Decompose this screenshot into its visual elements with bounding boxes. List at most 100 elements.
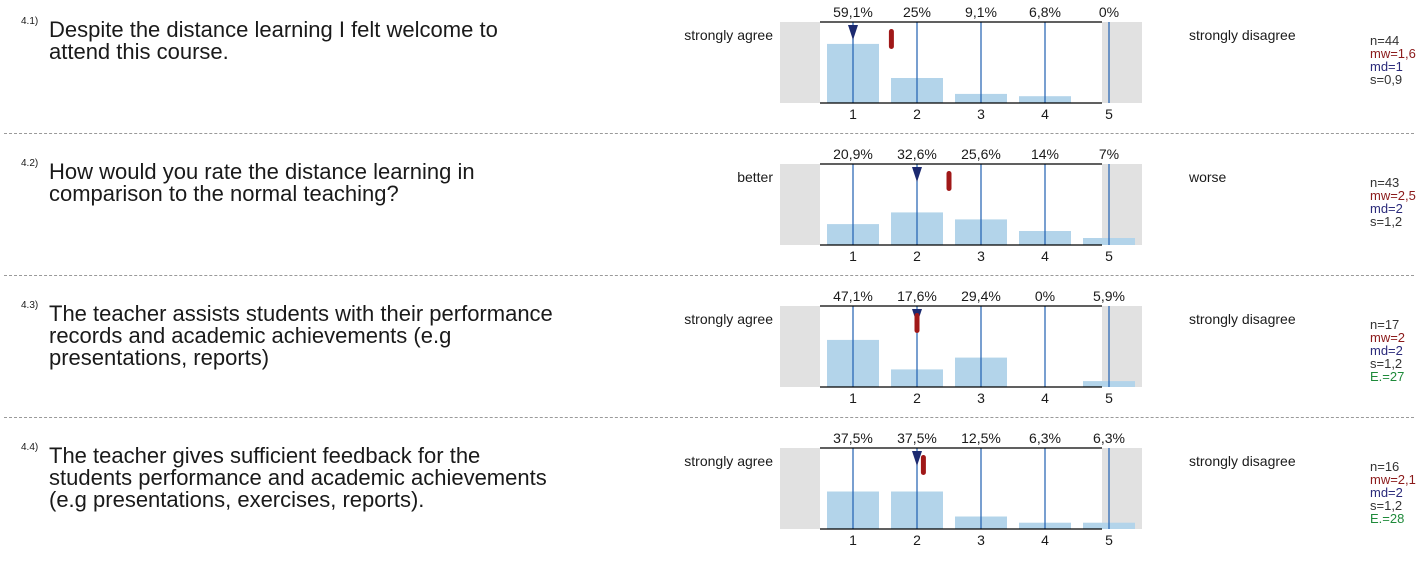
scale-chart: 20,9% 32,6% 25,6% 14% 7% 1 2 3 4 5 [780, 146, 1142, 264]
stat-sd: s=1,2 [1370, 498, 1403, 513]
scale-left-label: strongly agree [684, 27, 773, 43]
stat-mean: mw=1,6 [1370, 46, 1416, 61]
tick-label: 4 [1041, 532, 1049, 548]
stat-sd: s=1,2 [1370, 214, 1403, 229]
scale-right-label: strongly disagree [1189, 27, 1296, 43]
scale-chart: 37,5% 37,5% 12,5% 6,3% 6,3% 1 2 3 4 5 [780, 430, 1142, 548]
tick-label: 4 [1041, 106, 1049, 122]
median-marker [848, 25, 858, 40]
question-line: comparison to the normal teaching? [49, 181, 399, 206]
stats-block: n=16 mw=2,1 md=2 s=1,2 E.=28 [1370, 460, 1416, 525]
percent-label: 32,6% [897, 146, 937, 162]
percent-label: 0% [1099, 4, 1119, 20]
scale-chart: 59,1% 25% 9,1% 6,8% 0% 1 2 3 4 5 [780, 4, 1142, 122]
question-item: 4.3) The teacher assists students with th… [0, 284, 1417, 426]
percent-label: 29,4% [961, 288, 1001, 304]
stat-n: n=17 [1370, 317, 1400, 332]
percent-label: 25,6% [961, 146, 1001, 162]
percent-label: 12,5% [961, 430, 1001, 446]
question-number: 4.1) [21, 16, 39, 27]
question-line: The teacher gives sufficient feedback fo… [49, 443, 481, 468]
tick-label: 5 [1105, 390, 1113, 406]
question-text: The teacher assists students with their … [49, 303, 649, 369]
tick-label: 2 [913, 532, 921, 548]
percent-label: 6,8% [1029, 4, 1061, 20]
percent-label: 6,3% [1029, 430, 1061, 446]
question-line: students performance and academic achiev… [49, 465, 547, 490]
stat-sd: s=1,2 [1370, 356, 1403, 371]
percent-label: 7% [1099, 146, 1119, 162]
median-marker [912, 167, 922, 182]
question-text: The teacher gives sufficient feedback fo… [49, 445, 649, 511]
tick-label: 1 [849, 248, 857, 264]
percent-label: 37,5% [833, 430, 873, 446]
mean-marker [946, 171, 952, 191]
question-line: Despite the distance learning I felt wel… [49, 17, 498, 42]
stat-mean: mw=2,1 [1370, 472, 1416, 487]
scale-right-label: worse [1189, 169, 1227, 185]
left-side-box [780, 22, 820, 103]
left-side-box [780, 306, 820, 387]
tick-label: 3 [977, 106, 985, 122]
scale-chart: 47,1% 17,6% 29,4% 0% 5,9% 1 2 3 4 5 [780, 288, 1142, 406]
tick-label: 2 [913, 106, 921, 122]
section-divider [4, 275, 1414, 276]
question-number: 4.4) [21, 442, 39, 453]
stat-sd: s=0,9 [1370, 72, 1403, 87]
stat-abstentions: E.=27 [1370, 369, 1405, 384]
right-side-box [1102, 164, 1142, 245]
percent-label: 9,1% [965, 4, 997, 20]
tick-label: 5 [1105, 532, 1113, 548]
percent-label: 0% [1035, 288, 1055, 304]
scale-right-label: strongly disagree [1189, 453, 1296, 469]
tick-label: 4 [1041, 390, 1049, 406]
question-line: How would you rate the distance learning… [49, 159, 475, 184]
right-side-box [1102, 306, 1142, 387]
tick-label: 3 [977, 390, 985, 406]
question-line: The teacher assists students with their … [49, 301, 553, 326]
question-item: 4.2) How would you rate the distance lear… [0, 142, 1417, 284]
scale-left-label: strongly agree [684, 453, 773, 469]
percent-label: 6,3% [1093, 430, 1125, 446]
tick-label: 1 [849, 532, 857, 548]
stats-block: n=44 mw=1,6 md=1 s=0,9 [1370, 34, 1416, 86]
tick-label: 2 [913, 248, 921, 264]
left-side-box [780, 164, 820, 245]
scale-right-label: strongly disagree [1189, 311, 1296, 327]
percent-label: 25% [903, 4, 931, 20]
percent-label: 14% [1031, 146, 1059, 162]
stat-median: md=2 [1370, 201, 1403, 216]
median-marker [912, 451, 922, 466]
tick-label: 4 [1041, 248, 1049, 264]
percent-label: 37,5% [897, 430, 937, 446]
stat-median: md=1 [1370, 59, 1403, 74]
tick-label: 1 [849, 390, 857, 406]
mean-marker [920, 455, 926, 475]
percent-label: 47,1% [833, 288, 873, 304]
stat-mean: mw=2,5 [1370, 188, 1416, 203]
question-text: Despite the distance learning I felt wel… [49, 19, 649, 63]
percent-label: 59,1% [833, 4, 873, 20]
stat-mean: mw=2 [1370, 330, 1406, 345]
stat-abstentions: E.=28 [1370, 511, 1405, 526]
right-side-box [1102, 448, 1142, 529]
question-number: 4.2) [21, 158, 39, 169]
scale-left-label: strongly agree [684, 311, 773, 327]
tick-label: 2 [913, 390, 921, 406]
scale-left-label: better [737, 169, 773, 185]
question-line: attend this course. [49, 39, 229, 64]
section-divider [4, 133, 1414, 134]
stats-block: n=43 mw=2,5 md=2 s=1,2 [1370, 176, 1416, 228]
question-text: How would you rate the distance learning… [49, 161, 649, 205]
right-side-box [1102, 22, 1142, 103]
mean-marker [914, 313, 920, 333]
percent-label: 17,6% [897, 288, 937, 304]
question-line: (e.g presentations, exercises, reports). [49, 487, 425, 512]
stat-n: n=43 [1370, 175, 1400, 190]
percent-label: 20,9% [833, 146, 873, 162]
question-item: 4.4) The teacher gives sufficient feedbac… [0, 426, 1417, 568]
left-side-box [780, 448, 820, 529]
tick-label: 1 [849, 106, 857, 122]
mean-marker [888, 29, 894, 49]
tick-label: 5 [1105, 106, 1113, 122]
